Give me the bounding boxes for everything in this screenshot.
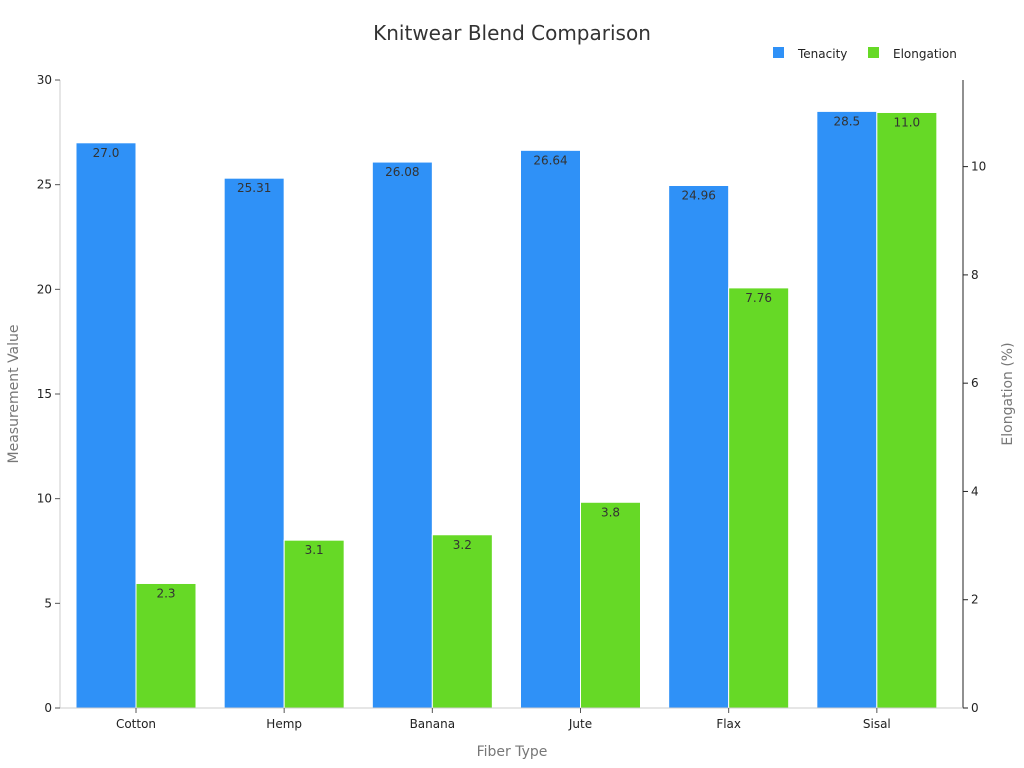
y-tick-label: 0: [44, 701, 52, 715]
legend-label-tenacity: Tenacity: [797, 47, 847, 61]
value-label-elongation-sisal: 11.0: [893, 115, 920, 129]
x-tick-label-cotton: Cotton: [116, 717, 156, 731]
bar-tenacity-flax: [668, 185, 730, 709]
y-tick-label: 20: [37, 282, 52, 296]
right-y-ticks: 0 2 4 6 8 10: [963, 160, 986, 715]
value-label-tenacity-sisal: 28.5: [833, 114, 860, 128]
value-label-elongation-banana: 3.2: [453, 538, 472, 552]
y-axis-label: Measurement Value: [6, 324, 22, 463]
bar-elongation-banana: [431, 534, 493, 709]
value-label-tenacity-cotton: 27.0: [93, 146, 120, 160]
bar-elongation-sisal: [876, 111, 938, 709]
legend-swatch-elongation: [868, 47, 879, 58]
y2-tick-label: 2: [971, 593, 979, 607]
left-y-ticks: 0 5 10 15 20 25 30: [37, 73, 60, 715]
value-label-tenacity-banana: 26.08: [385, 165, 419, 179]
y-tick-label: 5: [44, 596, 52, 610]
x-tick-label-banana: Banana: [410, 717, 456, 731]
y2-axis-label: Elongation (%): [1000, 342, 1016, 445]
x-axis-label: Fiber Type: [477, 744, 548, 760]
legend-swatch-tenacity: [773, 47, 784, 58]
bar-tenacity-cotton: [75, 142, 137, 709]
legend-label-elongation: Elongation: [893, 47, 957, 61]
bar-tenacity-jute: [520, 149, 581, 709]
value-labels: 27.0 25.31 26.08 26.64 24.96 28.5 2.3 3.1 3.2 3.8…: [93, 114, 921, 600]
bar-tenacity-hemp: [223, 177, 285, 709]
x-ticks: Cotton Hemp Banana Jute Flax Sisal: [116, 708, 891, 731]
value-label-elongation-hemp: 3.1: [305, 543, 324, 557]
value-label-elongation-flax: 7.76: [745, 291, 772, 305]
y2-tick-label: 0: [971, 701, 979, 715]
bar-tenacity-sisal: [816, 110, 878, 709]
value-label-tenacity-flax: 24.96: [681, 189, 715, 203]
y-tick-label: 25: [37, 178, 52, 192]
value-label-tenacity-hemp: 25.31: [237, 181, 271, 195]
y2-tick-label: 10: [971, 160, 986, 174]
y-tick-label: 15: [37, 387, 52, 401]
bar-elongation-cotton: [135, 582, 197, 709]
value-label-elongation-cotton: 2.3: [156, 586, 175, 600]
legend: Tenacity Elongation: [773, 47, 957, 61]
y2-tick-label: 6: [971, 376, 979, 390]
y2-tick-label: 8: [971, 268, 979, 282]
chart-title: Knitwear Blend Comparison: [373, 21, 651, 45]
bar-tenacity-banana: [371, 161, 433, 709]
bar-elongation-jute: [580, 501, 641, 709]
y-tick-label: 10: [37, 492, 52, 506]
y2-tick-label: 4: [971, 484, 979, 498]
x-tick-label-jute: Jute: [568, 717, 592, 731]
bar-elongation-hemp: [283, 539, 345, 709]
value-label-tenacity-jute: 26.64: [533, 153, 567, 167]
y-tick-label: 30: [37, 73, 52, 87]
x-tick-label-hemp: Hemp: [266, 717, 302, 731]
x-tick-label-sisal: Sisal: [863, 717, 891, 731]
bar-elongation-flax: [728, 287, 790, 709]
x-tick-label-flax: Flax: [716, 717, 741, 731]
bars: [75, 110, 938, 709]
value-label-elongation-jute: 3.8: [601, 505, 620, 519]
